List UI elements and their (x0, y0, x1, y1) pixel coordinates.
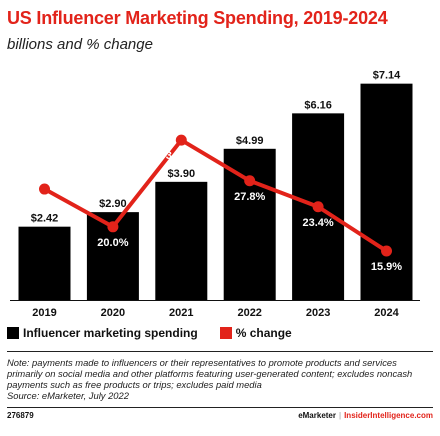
chart-note: Note: payments made to influencers or th… (7, 357, 433, 401)
legend-item-spending: Influencer marketing spending (7, 326, 198, 340)
legend-swatch-spending (7, 327, 19, 339)
chart-title: US Influencer Marketing Spending, 2019-2… (7, 8, 388, 28)
bar-2021 (155, 181, 208, 300)
brand-emarketer: eMarketer (298, 411, 336, 420)
bar-2024 (360, 83, 413, 300)
x-tick-label: 2024 (374, 307, 399, 319)
chart-subtitle: billions and % change (7, 36, 153, 53)
change-point-2023 (312, 201, 324, 213)
change-point-2020 (107, 221, 119, 233)
brand-insider-intelligence: InsiderIntelligence.com (344, 411, 433, 420)
divider-top (7, 351, 433, 352)
x-tick-label: 2023 (306, 307, 330, 319)
x-tick-label: 2021 (169, 307, 193, 319)
footer: 276879 eMarketer | InsiderIntelligence.com (7, 411, 433, 420)
change-value-label: 26.4% (29, 199, 60, 211)
bar-value-label: $2.90 (99, 198, 127, 210)
change-line (43, 138, 388, 253)
bar-2022 (223, 148, 276, 300)
change-value-label: 34.7% (166, 150, 197, 162)
change-point-2024 (381, 245, 392, 257)
change-value-label: 23.4% (302, 217, 333, 229)
bar-value-label: $2.42 (31, 213, 59, 225)
chart-area: $2.42 2019 $2.90 2020 $3.90 2021 $4.99 2022 $6.1… (10, 70, 420, 319)
bar-value-label: $4.99 (236, 135, 264, 147)
source-text: Source: eMarketer, July 2022 (7, 390, 129, 401)
footer-brand: eMarketer | InsiderIntelligence.com (298, 411, 433, 420)
bar-value-label: $3.90 (168, 168, 196, 180)
note-text: Note: payments made to influencers or th… (7, 357, 413, 390)
x-tick-label: 2022 (237, 307, 261, 319)
change-value-label: 20.0% (97, 237, 128, 249)
change-value-label: 27.8% (234, 191, 265, 203)
bar-value-label: $7.14 (373, 70, 401, 82)
change-point-2019 (39, 183, 50, 195)
divider-bottom (7, 407, 433, 408)
chart-legend: Influencer marketing spending % change (7, 326, 314, 340)
bar-2019 (18, 226, 71, 300)
change-point-2021 (175, 134, 187, 146)
legend-item-change: % change (219, 326, 292, 340)
legend-swatch-change (219, 327, 232, 339)
x-tick-label: 2019 (32, 307, 56, 319)
bar-value-label: $6.16 (304, 99, 332, 111)
change-point-2022 (244, 175, 256, 187)
brand-separator: | (339, 411, 342, 420)
x-tick-label: 2020 (101, 307, 125, 319)
chart-id: 276879 (7, 411, 34, 420)
change-value-label: 15.9% (371, 261, 402, 273)
legend-label-spending: Influencer marketing spending (23, 326, 198, 340)
legend-label-change: % change (235, 326, 292, 340)
